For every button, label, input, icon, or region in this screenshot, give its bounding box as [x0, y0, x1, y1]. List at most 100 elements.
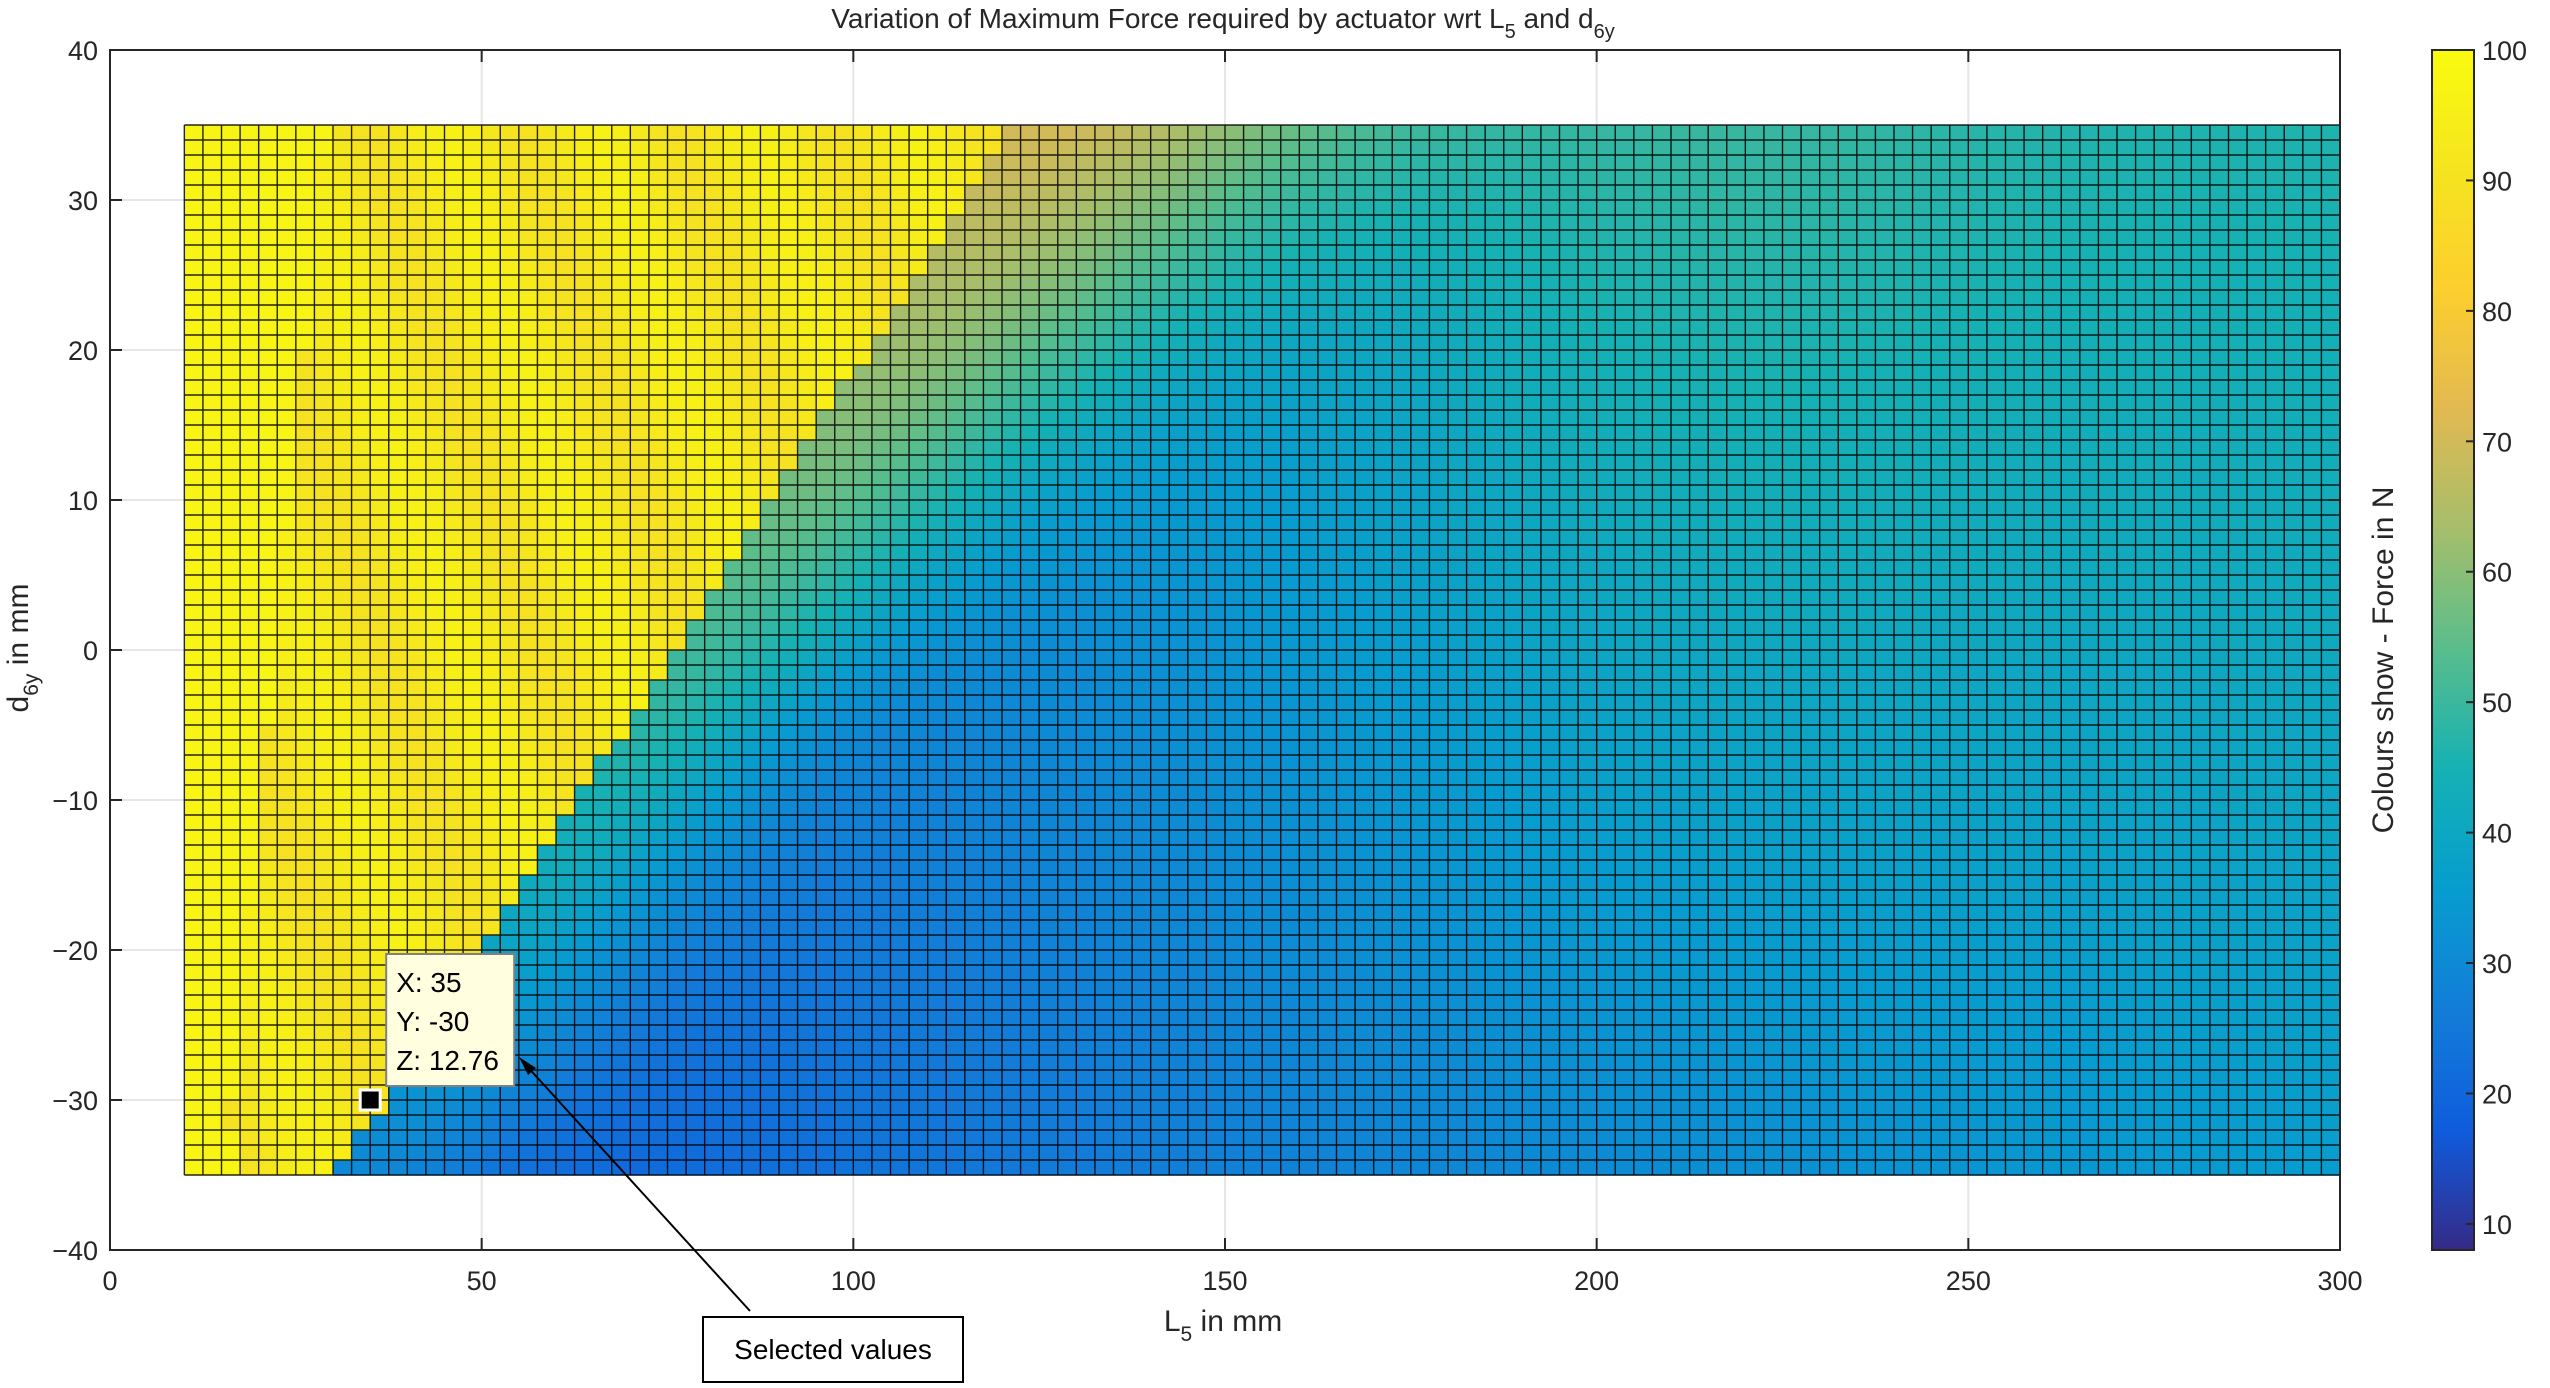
heatmap-cell — [779, 230, 799, 246]
heatmap-cell — [202, 920, 223, 936]
heatmap-cell — [314, 230, 334, 246]
heatmap-cell — [1187, 320, 1208, 336]
heatmap-cell — [1373, 845, 1393, 861]
heatmap-cell — [184, 575, 204, 591]
heatmap-cell — [630, 350, 650, 366]
heatmap-cell — [277, 365, 297, 381]
heatmap-cell — [258, 890, 278, 906]
heatmap-cell — [667, 1145, 687, 1161]
heatmap-cell — [741, 1055, 762, 1071]
heatmap-cell — [834, 1130, 854, 1146]
heatmap-cell — [983, 1070, 1003, 1086]
heatmap-surface[interactable] — [184, 125, 2341, 1176]
heatmap-cell — [1429, 1100, 1449, 1116]
heatmap-cell — [388, 605, 408, 621]
heatmap-cell — [407, 845, 427, 861]
heatmap-cell — [351, 350, 371, 366]
heatmap-cell — [240, 785, 260, 801]
heatmap-cell — [221, 440, 241, 456]
heatmap-cell — [1002, 455, 1022, 471]
heatmap-cell — [1355, 440, 1375, 456]
heatmap-cell — [277, 530, 297, 546]
heatmap-cell — [314, 545, 334, 561]
heatmap-cell — [333, 1055, 353, 1071]
heatmap-cell — [1280, 1085, 1300, 1101]
heatmap-cell — [1317, 620, 1338, 636]
heatmap-cell — [946, 200, 966, 216]
heatmap-cell — [1280, 785, 1300, 801]
heatmap-cell — [853, 230, 873, 246]
heatmap-cell — [1039, 830, 1059, 846]
heatmap-cell — [277, 770, 297, 786]
heatmap-cell — [1299, 665, 1319, 681]
heatmap-cell — [518, 365, 539, 381]
heatmap-cell — [1057, 515, 1077, 531]
heatmap-cell — [1169, 755, 1189, 771]
heatmap-cell — [983, 950, 1003, 966]
heatmap-cell — [741, 740, 762, 756]
heatmap-cell — [890, 1025, 910, 1041]
heatmap-cell — [1169, 770, 1189, 786]
heatmap-cell — [593, 575, 613, 591]
heatmap-cell — [202, 1055, 223, 1071]
heatmap-cell — [1150, 395, 1170, 411]
heatmap-cell — [370, 500, 390, 516]
heatmap-cell — [407, 890, 427, 906]
heatmap-cell — [537, 1085, 557, 1101]
heatmap-cell — [1317, 485, 1338, 501]
heatmap-cell — [1485, 320, 1505, 336]
heatmap-cell — [1002, 575, 1022, 591]
heatmap-cell — [890, 740, 910, 756]
heatmap-cell — [1466, 1130, 1486, 1146]
heatmap-cell — [333, 1145, 353, 1161]
heatmap-cell — [1150, 125, 1170, 141]
heatmap-cell — [964, 800, 985, 816]
heatmap-cell — [556, 1055, 576, 1071]
heatmap-cell — [686, 260, 706, 276]
heatmap-cell — [370, 740, 390, 756]
heatmap-cell — [463, 635, 483, 651]
heatmap-cell — [1485, 1055, 1505, 1071]
heatmap-cell — [314, 830, 334, 846]
heatmap-cell — [1373, 455, 1393, 471]
heatmap-cell — [1466, 275, 1486, 291]
heatmap-cell — [1150, 380, 1170, 396]
heatmap-cell — [1039, 140, 1059, 156]
heatmap-cell — [1020, 890, 1040, 906]
heatmap-cell — [1225, 965, 1245, 981]
heatmap-cell — [909, 425, 929, 441]
heatmap-cell — [1262, 1040, 1282, 1056]
heatmap-cell — [1429, 545, 1449, 561]
heatmap-cell — [1299, 1145, 1319, 1161]
heatmap-cell — [1280, 605, 1300, 621]
heatmap-cell — [1317, 1100, 1338, 1116]
heatmap-cell — [1206, 1085, 1226, 1101]
heatmap-cell — [240, 170, 260, 186]
heatmap-cell — [797, 335, 817, 351]
heatmap-cell — [1280, 410, 1300, 426]
heatmap-cell — [202, 545, 223, 561]
heatmap-cell — [1094, 560, 1115, 576]
heatmap-cell — [1299, 440, 1319, 456]
heatmap-cell — [741, 875, 762, 891]
heatmap-cell — [890, 200, 910, 216]
heatmap-cell — [667, 230, 687, 246]
heatmap-cell — [667, 665, 687, 681]
heatmap-cell — [388, 1160, 408, 1176]
heatmap-cell — [723, 695, 743, 711]
heatmap-cell — [779, 1025, 799, 1041]
heatmap-cell — [1448, 230, 1468, 246]
heatmap-cell — [779, 380, 799, 396]
heatmap-cell — [1020, 245, 1040, 261]
heatmap-cell — [444, 560, 464, 576]
heatmap-cell — [444, 200, 464, 216]
heatmap-cell — [1094, 1085, 1115, 1101]
heatmap-cell — [741, 515, 762, 531]
heatmap-cell — [1187, 815, 1208, 831]
heatmap-cell — [407, 545, 427, 561]
heatmap-cell — [593, 695, 613, 711]
heatmap-cell — [221, 455, 241, 471]
heatmap-cell — [184, 155, 204, 171]
heatmap-cell — [1132, 395, 1152, 411]
